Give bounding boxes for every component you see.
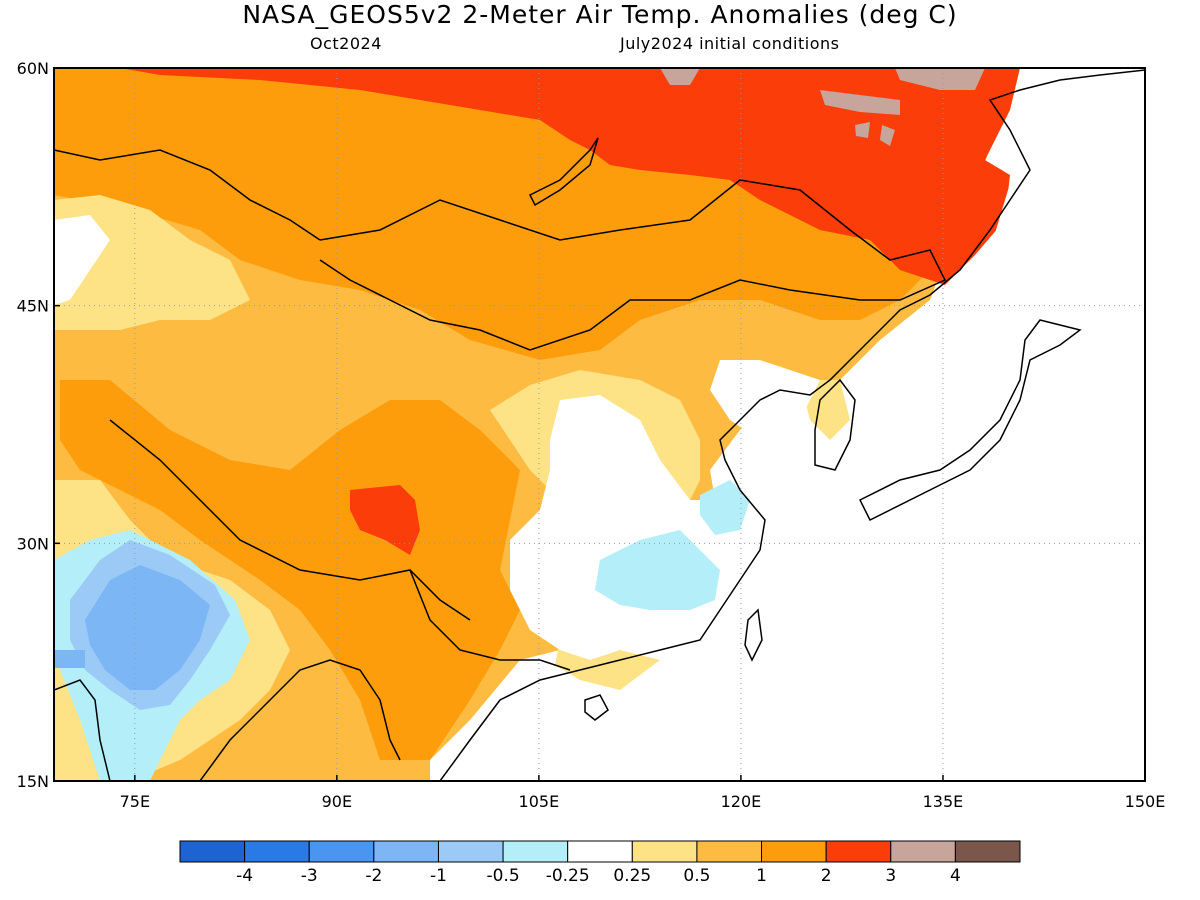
map-title: NASA_GEOS5v2 2-Meter Air Temp. Anomalies…: [242, 0, 958, 29]
anomaly-region-3-4: [880, 125, 895, 146]
colorbar-label: 4: [950, 866, 961, 886]
colorbar-label: -4: [236, 866, 253, 886]
colorbar-swatch: [567, 840, 633, 863]
colorbar-label: -3: [301, 866, 318, 886]
anomaly-region-3-4: [855, 122, 870, 138]
anomaly-region-neg0.25-neg0.5: [700, 480, 750, 535]
x-tick-label: 75E: [120, 792, 150, 811]
border-china-mongolia: [319, 179, 947, 351]
colorbar-swatch: [244, 840, 310, 863]
colorbar-swatch: [179, 840, 246, 863]
colorbar-label: -0.5: [486, 866, 519, 886]
colorbar-label: 0.5: [683, 866, 710, 886]
colorbar-label: -0.25: [546, 866, 590, 886]
coastlines: [54, 69, 1145, 781]
y-tick-label: 15N: [17, 772, 49, 791]
colorbar: -4 -3 -2 -1 -0.5 -0.25 0.25 0.5 1 2 3 4: [179, 840, 1021, 886]
border-china-southeast-asia: [409, 569, 571, 671]
anomaly-region-2-3: [120, 68, 1020, 285]
initial-conditions: July2024 initial conditions: [620, 34, 840, 53]
colorbar-label: 0.25: [613, 866, 651, 886]
forecast-month: Oct2024: [310, 34, 382, 53]
anomaly-region-neg1-neg2: [85, 565, 210, 690]
colorbar-label: -1: [430, 866, 447, 886]
colorbar-swatch: [308, 840, 375, 863]
anomaly-region-neg0.25-neg0.5: [595, 530, 720, 610]
coastline-bay-of-bengal: [199, 659, 401, 781]
x-tick-label: 90E: [322, 792, 352, 811]
colorbar-label: 3: [885, 866, 896, 886]
x-tick-label: 135E: [923, 792, 964, 811]
y-tick-label: 45N: [17, 297, 49, 316]
coastline-japan: [858, 319, 1082, 522]
map-panel: 75E 90E 105E 120E 135E 150E 15N 30N 45N 60N: [17, 59, 1166, 811]
anomaly-region-3-4: [820, 90, 900, 115]
coastline-taiwan: [744, 608, 763, 662]
colorbar-swatch: [696, 840, 763, 863]
colorbar-swatch: [631, 840, 698, 863]
colorbar-swatch: [761, 840, 827, 863]
colorbar-swatch: [890, 840, 956, 863]
anomaly-region-near-zero: [510, 395, 790, 670]
y-tick-label: 30N: [17, 534, 49, 553]
anomaly-region-near-zero: [740, 68, 1145, 781]
colorbar-swatch: [825, 840, 892, 863]
colorbar-swatch: [502, 840, 569, 863]
colorbar-swatch: [954, 840, 1021, 863]
x-tick-label: 150E: [1125, 792, 1166, 811]
colorbar-swatch: [373, 840, 439, 863]
anomaly-region-2-3: [350, 485, 420, 555]
anomaly-region-neg1-neg2: [54, 650, 85, 668]
coastline-india: [54, 679, 111, 781]
y-tick-label: 60N: [17, 59, 49, 78]
colorbar-label: 2: [821, 866, 832, 886]
map-frame: [53, 67, 1146, 782]
lake-baikal: [528, 137, 599, 207]
map-grid: [54, 68, 1145, 781]
anomaly-region-near-zero: [710, 360, 820, 440]
x-axis-ticks: 75E 90E 105E 120E 135E 150E: [120, 775, 1166, 811]
y-axis-ticks: 15N 30N 45N 60N: [17, 59, 60, 791]
anomaly-region-0.25-0.5: [54, 195, 250, 330]
border-himalaya: [109, 419, 471, 621]
anomaly-region-3-4: [895, 68, 985, 90]
coastline-korea: [814, 378, 856, 471]
x-tick-label: 105E: [519, 792, 560, 811]
colorbar-label: 1: [756, 866, 767, 886]
anomaly-region-3-4: [660, 68, 700, 85]
colorbar-swatch: [437, 840, 504, 863]
x-tick-label: 120E: [721, 792, 762, 811]
coastline-east-asia: [439, 69, 1145, 781]
anomaly-region-near-zero: [54, 215, 110, 305]
coastline-hainan: [584, 694, 609, 721]
border-russia-kazakh: [54, 149, 321, 241]
colorbar-label: -2: [365, 866, 382, 886]
